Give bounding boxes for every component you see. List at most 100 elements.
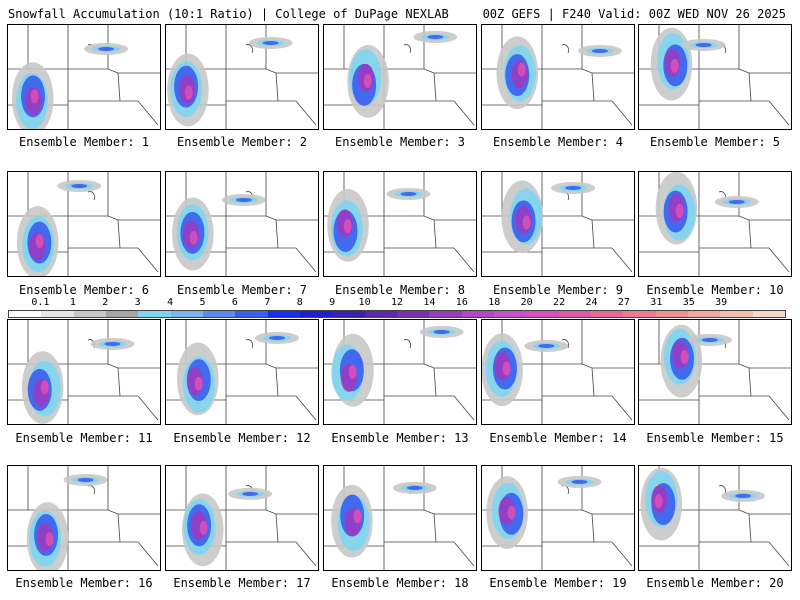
snowfall-contour: [40, 380, 49, 395]
snowfall-contour: [363, 74, 372, 89]
state-border: [433, 72, 437, 102]
snowfall-contour: [242, 491, 259, 496]
ensemble-member-label: Ensemble Member: 19: [489, 576, 627, 590]
state-border: [68, 509, 160, 515]
colorbar-swatch: [655, 311, 688, 317]
ensemble-panel: [165, 319, 319, 425]
colorbar-swatch: [526, 311, 559, 317]
snowfall-contour: [427, 34, 444, 39]
ensemble-member-label: Ensemble Member: 2: [176, 135, 308, 149]
state-border: [561, 44, 570, 54]
snowfall-map: [324, 466, 476, 570]
ensemble-member-label: Ensemble Member: 5: [649, 135, 781, 149]
state-border: [226, 68, 318, 74]
snowfall-map: [639, 320, 791, 424]
ensemble-panel: [165, 24, 319, 130]
snowfall-contour: [269, 335, 286, 340]
colorbar-swatch: [73, 311, 106, 317]
state-border: [384, 363, 476, 369]
snowfall-contour: [591, 48, 608, 53]
snowfall-contour: [194, 376, 203, 391]
ensemble-panel: [638, 171, 792, 277]
ensemble-panel: [323, 24, 477, 130]
state-border: [542, 215, 634, 221]
colorbar-tick-label: 27: [617, 297, 630, 308]
state-border: [117, 367, 121, 397]
snowfall-contour: [728, 199, 745, 204]
snowfall-contour: [654, 494, 663, 509]
ensemble-panel: [7, 171, 161, 277]
colorbar-swatch: [138, 311, 171, 317]
colorbar-tick-label: 18: [488, 297, 501, 308]
ensemble-member-label: Ensemble Member: 1: [18, 135, 150, 149]
ensemble-panel: [323, 171, 477, 277]
colorbar-tick-label: 39: [715, 297, 728, 308]
colorbar-tick-label: 8: [296, 297, 303, 308]
snowfall-contour: [77, 477, 94, 482]
state-border: [699, 509, 791, 515]
state-border: [433, 219, 437, 249]
state-border: [403, 339, 412, 349]
colorbar-swatch: [493, 311, 527, 317]
colorbar-tick-label: 1: [69, 297, 76, 308]
state-border: [699, 68, 791, 74]
colorbar-tick-label: 31: [650, 297, 663, 308]
colorbar-tick-label: 10: [358, 297, 371, 308]
colorbar-tick-label: 2: [102, 297, 109, 308]
state-border: [275, 367, 279, 397]
snowfall-contour: [348, 365, 357, 380]
snowfall-contour: [507, 505, 516, 520]
ensemble-member-label: Ensemble Member: 3: [334, 135, 466, 149]
ensemble-member-label: Ensemble Member: 7: [176, 283, 308, 297]
colorbar-tick-label: 9: [329, 297, 336, 308]
state-border: [748, 219, 752, 249]
snowfall-contour: [30, 89, 39, 104]
colorbar-swatch: [558, 311, 591, 317]
colorbar-swatch: [332, 311, 365, 317]
snowfall-contour: [565, 185, 582, 190]
snowfall-map: [639, 172, 791, 276]
state-border: [226, 363, 318, 369]
snowfall-contour: [680, 349, 689, 364]
snowfall-contour: [695, 42, 712, 47]
ensemble-panel: [7, 24, 161, 130]
colorbar: [8, 310, 786, 318]
snowfall-map: [324, 172, 476, 276]
state-border: [68, 215, 160, 221]
ensemble-member-label: Ensemble Member: 13: [331, 431, 469, 445]
state-border: [542, 509, 634, 515]
state-border: [611, 395, 633, 421]
ensemble-member-label: Ensemble Member: 10: [646, 283, 784, 297]
state-border: [403, 44, 412, 54]
state-border: [245, 44, 254, 54]
state-border: [433, 513, 437, 543]
colorbar-swatch: [364, 311, 397, 317]
state-border: [591, 367, 595, 397]
ensemble-panel: [165, 465, 319, 571]
state-border: [453, 247, 475, 273]
state-border: [433, 367, 437, 397]
snowfall-contour: [189, 230, 198, 245]
state-border: [699, 215, 791, 221]
state-border: [137, 395, 159, 421]
state-border: [68, 68, 160, 74]
ensemble-panel: [323, 319, 477, 425]
snowfall-contour: [235, 197, 252, 202]
ensemble-member-label: Ensemble Member: 14: [489, 431, 627, 445]
colorbar-swatch: [461, 311, 494, 317]
snowfall-contour: [433, 329, 450, 334]
colorbar-tick-label: 22: [553, 297, 566, 308]
ensemble-panel: [481, 171, 635, 277]
colorbar-tick-label: 12: [390, 297, 404, 308]
state-border: [542, 363, 634, 369]
ensemble-panel: [638, 465, 792, 571]
snowfall-contour: [670, 58, 679, 73]
snowfall-contour: [406, 485, 423, 490]
snowfall-map: [166, 172, 318, 276]
state-border: [137, 100, 159, 126]
state-border: [748, 72, 752, 102]
colorbar-swatch: [299, 311, 333, 317]
snowfall-contour: [262, 40, 279, 45]
state-border: [245, 339, 254, 349]
snowfall-contour: [71, 183, 88, 188]
